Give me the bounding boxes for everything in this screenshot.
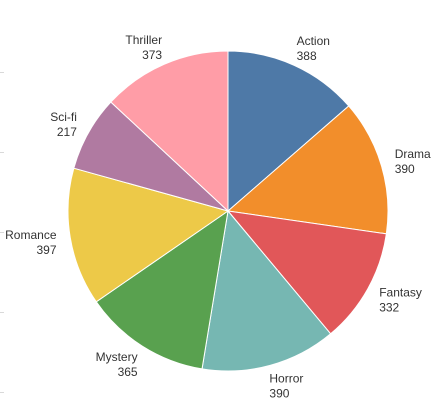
pie-label-name: Sci-fi	[50, 110, 77, 124]
pie-label-value: 390	[395, 162, 415, 176]
pie-label-value: 390	[269, 387, 289, 401]
edge-tick	[0, 152, 4, 153]
pie-slice-drama	[226, 105, 389, 235]
pie-slice-mystery	[95, 209, 229, 370]
edge-tick	[0, 312, 4, 313]
pie-label-value: 388	[297, 49, 317, 63]
pie-label-name: Drama	[395, 147, 431, 161]
pie-labels: Action388Drama390Fantasy332Horror390Myst…	[5, 33, 431, 401]
pie-label-value: 373	[142, 48, 162, 62]
pie-slice-horror	[201, 209, 332, 372]
edge-tick	[0, 392, 4, 393]
pie-label-value: 332	[379, 301, 399, 315]
pie-slice-romance	[67, 167, 230, 303]
pie-slice-action	[227, 50, 350, 213]
pie-label-value: 397	[36, 243, 56, 257]
edge-tick	[0, 72, 4, 73]
pie-label-name: Action	[297, 34, 330, 48]
pie-slice-fantasy	[226, 210, 387, 335]
pie-slices	[67, 50, 389, 372]
pie-slice-thriller	[110, 50, 229, 213]
pie-label-name: Thriller	[125, 33, 162, 47]
pie-label-name: Fantasy	[379, 286, 422, 300]
pie-label-value: 365	[118, 365, 138, 379]
pie-label-name: Horror	[269, 372, 303, 386]
pie-label-name: Romance	[5, 228, 57, 242]
edge-tick	[0, 232, 4, 233]
pie-label-name: Mystery	[96, 350, 138, 364]
pie-label-value: 217	[57, 125, 77, 139]
